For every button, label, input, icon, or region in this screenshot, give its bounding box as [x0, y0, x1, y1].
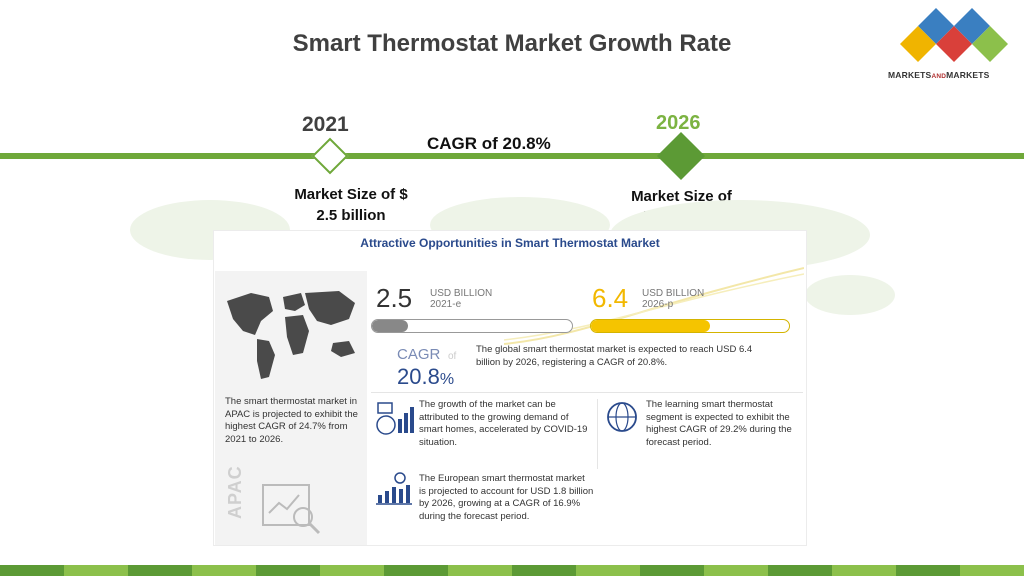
- value-2026: 6.4: [592, 283, 629, 313]
- progress-fill-2021: [372, 320, 408, 332]
- value-2021: 2.5: [376, 283, 413, 313]
- end-year: 2026: [656, 112, 701, 134]
- analytics-report-icon: [262, 484, 321, 535]
- unit-2026: USD BILLION 2026-p: [642, 288, 705, 310]
- world-map-icon: [227, 291, 355, 379]
- apac-panel: The smart thermostat market in APAC is p…: [215, 271, 367, 545]
- end-diamond-marker: [656, 131, 706, 181]
- progress-fill-2026: [591, 320, 710, 332]
- learning-thermostat-description: The learning smart thermostat segment is…: [646, 399, 792, 448]
- decorative-swoosh: [504, 267, 804, 345]
- slide-title: Smart Thermostat Market Growth Rate: [292, 30, 732, 57]
- globe-icon: [607, 402, 637, 432]
- bottom-stripe: [0, 565, 1024, 576]
- start-diamond-marker: [311, 137, 349, 175]
- divider: [597, 399, 598, 469]
- timeline-line: [0, 153, 1024, 159]
- cagr-label: CAGR of 20.8%: [427, 134, 551, 153]
- cagr-description: The global smart thermostat market is ex…: [476, 344, 753, 368]
- start-year: 2021: [302, 113, 349, 136]
- progress-bar-2026: [590, 319, 790, 333]
- apac-description: The smart thermostat market in APAC is p…: [225, 396, 358, 445]
- markets-and-markets-logo: [900, 8, 1008, 62]
- growth-description: The growth of the market can be attribut…: [419, 399, 588, 448]
- progress-bar-2021: [371, 319, 573, 333]
- smart-home-growth-icon: [376, 402, 414, 435]
- divider: [371, 392, 803, 393]
- unit-2021: USD BILLION 2021-e: [430, 288, 493, 310]
- cagr-of: of: [448, 351, 457, 362]
- cagr-value: 20.8%: [397, 364, 455, 389]
- dollar-bar-chart-icon: [376, 472, 412, 505]
- logo-text: MARKETSANDMARKETS: [888, 70, 990, 80]
- start-market-size: Market Size of $ 2.5 billion: [294, 186, 408, 224]
- cagr-heading: CAGR: [397, 346, 441, 363]
- opportunities-infographic: Attractive Opportunities in Smart Thermo…: [213, 230, 807, 546]
- apac-label: APAC: [225, 465, 245, 519]
- europe-description: The European smart thermostat market is …: [419, 473, 594, 522]
- infographic-title: Attractive Opportunities in Smart Thermo…: [360, 236, 660, 250]
